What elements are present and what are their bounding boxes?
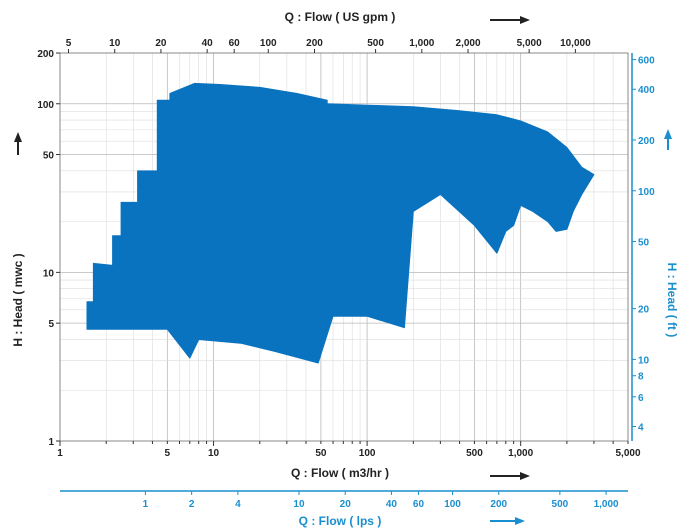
top-tick-label: 100: [260, 38, 277, 49]
top-tick-label: 2,000: [456, 38, 481, 49]
left-tick-label: 10: [43, 268, 55, 279]
lower-tick-label: 4: [235, 499, 241, 510]
lower-tick-label: 2: [189, 499, 195, 510]
bottom-tick-label: 50: [315, 448, 327, 459]
right-axis-title: H : Head ( ft ): [665, 263, 679, 338]
left-tick-label: 100: [37, 100, 54, 111]
top-tick-label: 10: [109, 38, 121, 49]
top-tick-label: 10,000: [560, 38, 591, 49]
bottom-tick-label: 100: [359, 448, 376, 459]
top-tick-label: 1,000: [409, 38, 434, 49]
right-tick-label: 6: [638, 393, 644, 404]
left-axis-title: H : Head ( mwc ): [11, 253, 25, 346]
lower-tick-label: 1: [143, 499, 149, 510]
bottom-tick-label: 1,000: [508, 448, 533, 459]
lower-tick-label: 500: [552, 499, 569, 510]
lower-tick-label: 1,000: [594, 499, 619, 510]
right-tick-label: 600: [638, 56, 655, 67]
bottom-axis-title: Q : Flow ( m3/hr ): [291, 466, 389, 480]
bottom-tick-label: 5: [165, 448, 171, 459]
lower-tick-label: 20: [340, 499, 352, 510]
top-tick-label: 40: [202, 38, 214, 49]
lower-tick-label: 10: [293, 499, 305, 510]
bottom-tick-label: 1: [57, 448, 63, 459]
top-axis-ticks: 5 10 20 40 60 100 200 500 1,000 2,000 5,000 10,000: [66, 38, 591, 53]
top-tick-label: 20: [155, 38, 167, 49]
arrow-right-icon: [664, 129, 672, 150]
left-tick-label: 1: [48, 437, 54, 448]
lower-tick-label: 60: [413, 499, 425, 510]
lower-tick-label: 100: [444, 499, 461, 510]
right-tick-label: 50: [638, 238, 650, 249]
arrow-bottom-icon: [490, 472, 530, 480]
lower-tick-label: 40: [386, 499, 398, 510]
top-tick-label: 500: [367, 38, 384, 49]
arrow-left-icon: [14, 132, 22, 155]
right-tick-label: 100: [638, 187, 655, 198]
lower-tick-label: 200: [490, 499, 507, 510]
coverage-area: [86, 82, 595, 364]
bottom-tick-label: 500: [466, 448, 483, 459]
left-axis-ticks: 1 5 10 50 100 200: [37, 49, 60, 448]
right-tick-label: 200: [638, 136, 655, 147]
top-tick-label: 5,000: [517, 38, 542, 49]
left-tick-label: 50: [43, 151, 55, 162]
right-tick-label: 10: [638, 355, 650, 366]
right-tick-label: 20: [638, 305, 650, 316]
lower-axis-ticks: 1 2 4 10 20 40 60 100 200 500 1,000: [60, 490, 628, 510]
right-tick-label: 8: [638, 372, 644, 383]
left-tick-label: 200: [37, 49, 54, 60]
bottom-tick-label: 5,000: [615, 448, 640, 459]
lower-axis-title: Q : Flow ( lps ): [299, 514, 382, 528]
right-tick-label: 400: [638, 85, 655, 96]
top-axis-title: Q : Flow ( US gpm ): [285, 10, 396, 24]
bottom-tick-label: 10: [208, 448, 220, 459]
plot-frame: [59, 52, 629, 442]
arrow-lower-icon: [490, 517, 525, 525]
bottom-axis-ticks: 1 5 10 50 100 500 1,000 5,000: [57, 441, 641, 459]
arrow-top-icon: [490, 16, 530, 24]
right-axis-ticks: 4 6 8 10 20 50 100 200 400 600: [631, 53, 655, 441]
top-tick-label: 200: [306, 38, 323, 49]
left-tick-label: 5: [48, 319, 54, 330]
top-tick-label: 5: [66, 38, 72, 49]
right-tick-label: 4: [638, 422, 644, 433]
top-tick-label: 60: [229, 38, 241, 49]
